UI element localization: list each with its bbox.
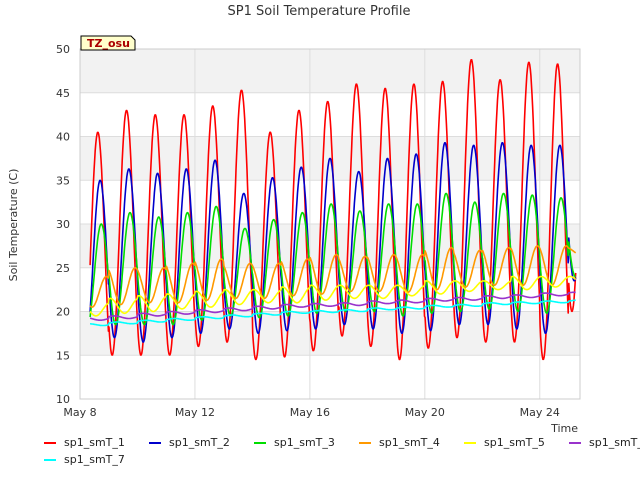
plot-band [80, 311, 580, 356]
legend-item-sp1_smT_6: sp1_smT_6 [569, 436, 640, 449]
legend-swatch [44, 458, 56, 461]
series-line-sp1_smT_7 [89, 299, 576, 327]
y-tick-label: 30 [56, 218, 70, 231]
y-tick-label: 50 [56, 43, 70, 56]
series-line-sp1_smT_2 [89, 142, 577, 343]
x-axis-label: Time [550, 422, 578, 435]
legend-label: sp1_smT_6 [589, 436, 640, 449]
legend-label: sp1_smT_3 [274, 436, 335, 449]
y-tick-label: 45 [56, 87, 70, 100]
plot-frame [79, 48, 581, 400]
legend-item-sp1_smT_1: sp1_smT_1 [44, 436, 125, 449]
y-tick-label: 40 [56, 131, 70, 144]
legend-label: sp1_smT_5 [484, 436, 545, 449]
legend-item-sp1_smT_4: sp1_smT_4 [359, 436, 440, 449]
y-tick-label: 25 [56, 262, 70, 275]
x-tick-label: May 24 [520, 406, 560, 419]
legend-item-sp1_smT_2: sp1_smT_2 [149, 436, 230, 449]
legend-label: sp1_smT_1 [64, 436, 125, 449]
legend-label: sp1_smT_4 [379, 436, 440, 449]
legend-item-sp1_smT_3: sp1_smT_3 [254, 436, 335, 449]
legend-swatch [254, 441, 266, 444]
x-tick-label: May 20 [405, 406, 445, 419]
series-layer [89, 59, 577, 361]
y-axis-label: Soil Temperature (C) [7, 169, 20, 282]
legend-swatch [569, 441, 581, 444]
annotation-label: TZ_osu [87, 37, 130, 50]
series-line-sp1_smT_6 [89, 291, 576, 321]
legend-item-sp1_smT_7: sp1_smT_7 [44, 453, 125, 466]
x-tick-label: May 16 [290, 406, 330, 419]
series-line-sp1_smT_5 [89, 275, 577, 317]
legend-swatch [44, 441, 56, 444]
y-tick-label: 20 [56, 306, 70, 319]
series-line-sp1_smT_4 [89, 245, 577, 308]
annotation-box: TZ_osu [80, 35, 136, 51]
axes: 10 15 20 25 30 35 40 45 50 May 8 May 12 May 16 May 2… [56, 43, 581, 419]
legend-item-sp1_smT_5: sp1_smT_5 [464, 436, 545, 449]
legend-swatch [149, 441, 161, 444]
legend-swatch [359, 441, 371, 444]
y-tick-label: 15 [56, 349, 70, 362]
y-tick-label: 35 [56, 174, 70, 187]
x-tick-label: May 8 [63, 406, 96, 419]
legend-label: sp1_smT_2 [169, 436, 230, 449]
plot-band [80, 49, 580, 93]
chart-title: SP1 Soil Temperature Profile [228, 4, 411, 19]
legend-label: sp1_smT_7 [64, 453, 125, 466]
x-tick-label: May 12 [175, 406, 215, 419]
legend-swatch [464, 441, 476, 444]
y-tick-label: 10 [56, 393, 70, 406]
